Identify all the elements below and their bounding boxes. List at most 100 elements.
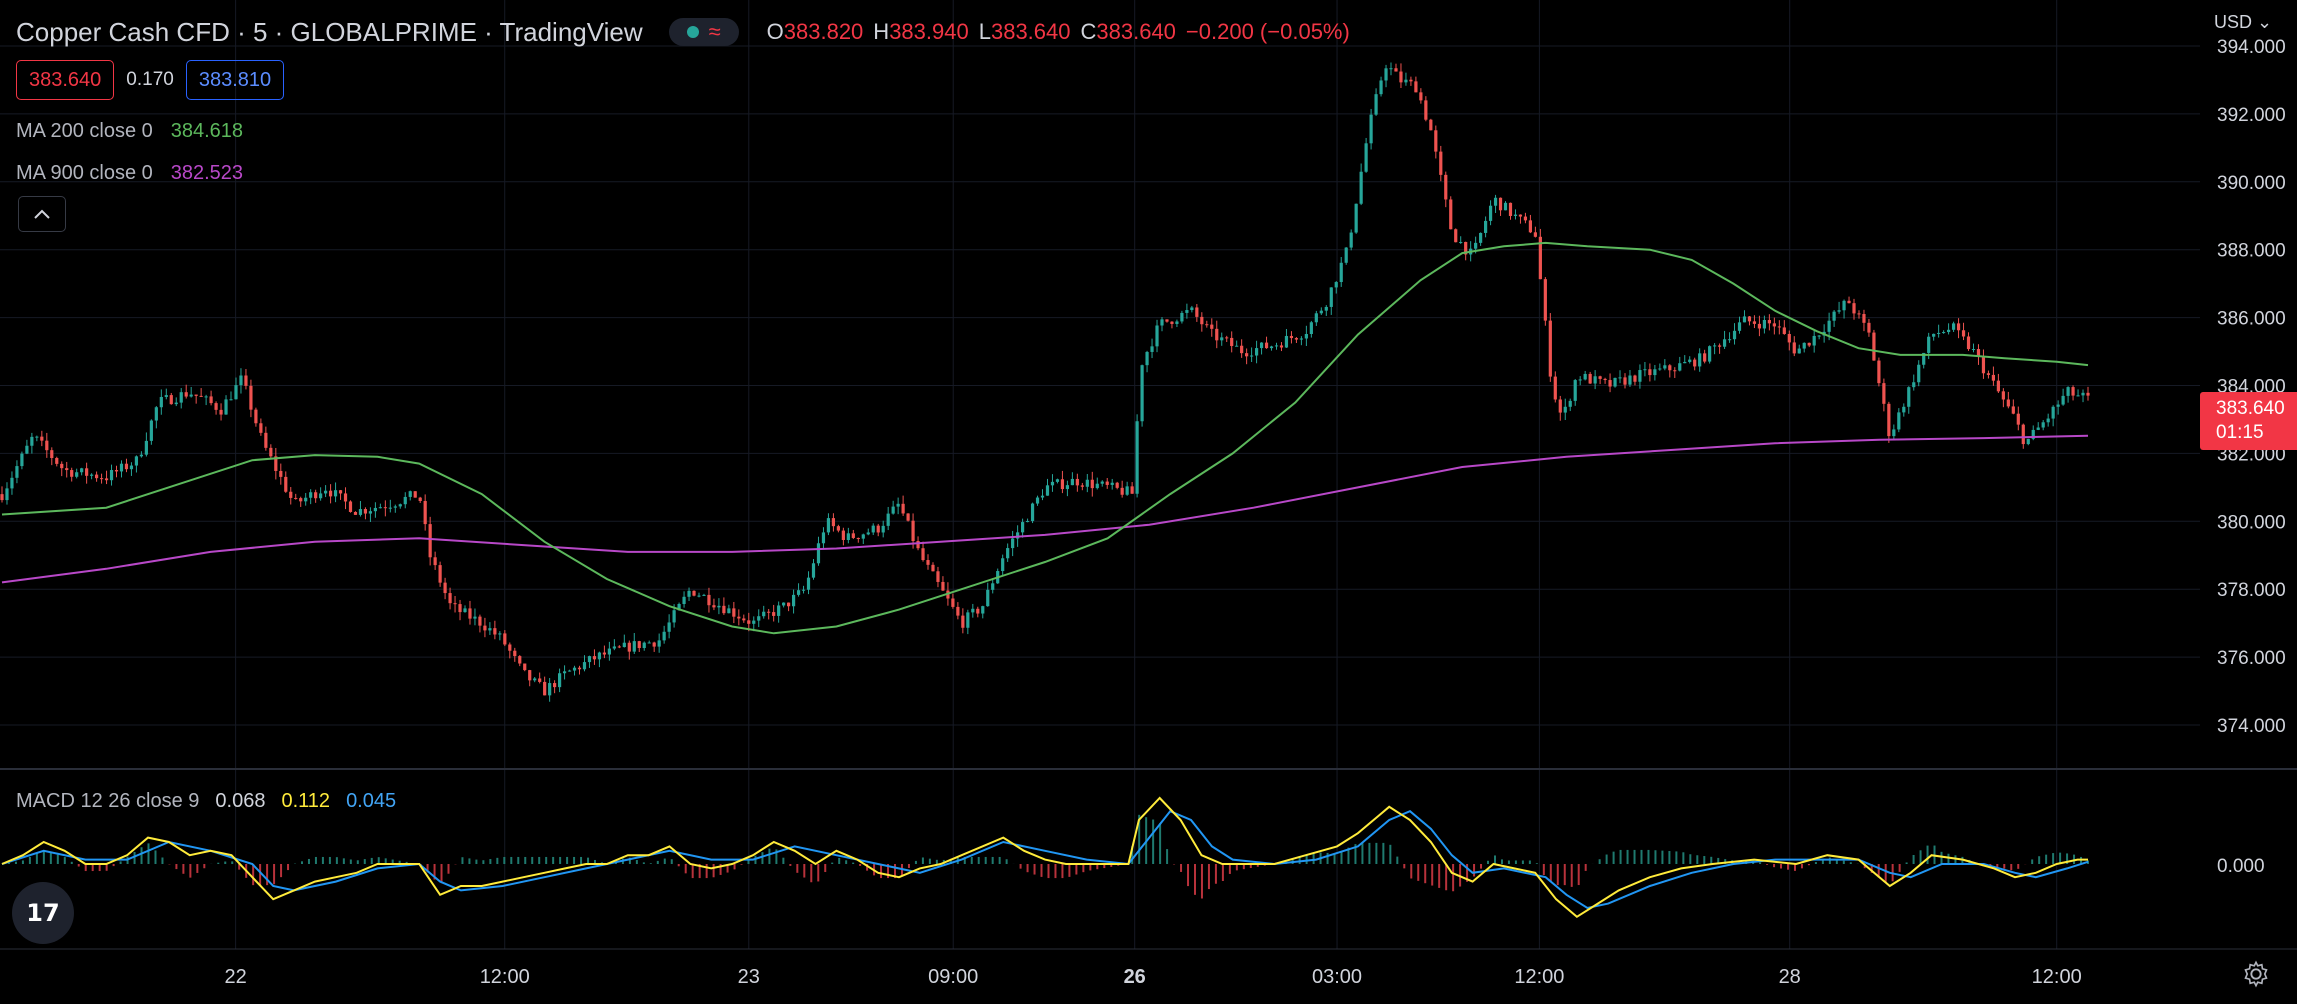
candle-body <box>184 392 188 397</box>
candle-body <box>1852 303 1856 314</box>
candle-body <box>1628 375 1632 385</box>
candle-body <box>174 402 178 405</box>
candle-body <box>10 477 14 489</box>
candle-body <box>2061 395 2065 405</box>
candle-body <box>777 605 781 616</box>
price-tick-label: 390.000 <box>2217 173 2286 194</box>
tradingview-logo-icon[interactable]: 17 <box>12 882 74 944</box>
candle-body <box>234 385 238 400</box>
candle-body <box>1379 80 1383 95</box>
candle-body <box>1737 322 1742 331</box>
candle-body <box>682 596 686 604</box>
market-status[interactable]: ≈ <box>668 18 739 46</box>
candle-body <box>1259 342 1264 349</box>
candle-body <box>1673 370 1677 372</box>
macd-legend[interactable]: MACD 12 26 close 9 0.068 0.112 0.045 <box>16 786 396 816</box>
candle-body <box>508 644 512 651</box>
candle-body <box>129 465 134 470</box>
candle-body <box>498 633 502 635</box>
gear-icon[interactable] <box>2242 960 2270 988</box>
currency-selector[interactable]: USD ⌄ <box>2214 12 2272 33</box>
candle-body <box>1966 336 1971 350</box>
price-candles <box>0 62 2090 702</box>
buy-button[interactable]: 383.810 <box>185 60 285 100</box>
candle-body <box>104 478 109 481</box>
candle-body <box>1558 399 1562 413</box>
ma200-legend[interactable]: MA 200 close 0 384.618 <box>16 116 243 146</box>
candle-body <box>438 565 442 583</box>
candle-body <box>373 507 377 512</box>
high-label: H <box>873 19 890 44</box>
candle-body <box>1215 328 1219 341</box>
candle-body <box>1020 522 1025 533</box>
candle-body <box>533 678 537 681</box>
candle-body <box>836 526 840 531</box>
candle-body <box>1016 532 1020 539</box>
market-open-dot-icon <box>686 26 699 38</box>
candle-body <box>548 683 552 696</box>
candle-body <box>632 641 636 652</box>
candle-body <box>1195 307 1199 317</box>
candle-body <box>403 496 407 505</box>
candle-body <box>503 633 507 645</box>
candle-body <box>1235 345 1239 347</box>
candle-body <box>189 394 193 397</box>
candle-body <box>1090 479 1094 489</box>
candle-body <box>1792 342 1796 354</box>
candle-body <box>60 463 64 469</box>
candle-body <box>1887 403 1891 437</box>
time-tick-label: 03:00 <box>1312 966 1362 988</box>
candle-body <box>309 492 313 498</box>
price-axis[interactable]: 394.000392.000390.000388.000386.000384.0… <box>2217 37 2286 737</box>
candle-body <box>1862 314 1866 323</box>
candle-body <box>209 396 213 404</box>
macd-line <box>1 796 2088 919</box>
ma200-line <box>1 241 2089 635</box>
candle-body <box>1538 236 1542 280</box>
candle-body <box>204 396 208 398</box>
candle-body <box>463 608 467 613</box>
time-axis[interactable]: 22 12:00 23 09:00 26 03:00 12:00 28 12:00 <box>225 966 2082 988</box>
candle-body <box>1897 412 1901 430</box>
candle-body <box>1693 359 1697 367</box>
candle-body <box>1040 495 1045 498</box>
collapse-legend-button[interactable] <box>18 196 66 232</box>
candle-body <box>1877 360 1881 384</box>
candle-body <box>1110 482 1114 485</box>
candle-body <box>538 678 542 682</box>
candle-body <box>1025 521 1030 523</box>
sell-button[interactable]: 383.640 <box>16 60 115 100</box>
candle-body <box>1130 486 1134 494</box>
candle-body <box>478 616 482 626</box>
ma900-legend[interactable]: MA 900 close 0 382.523 <box>16 158 243 188</box>
candle-body <box>652 642 656 647</box>
candle-body <box>1922 352 1926 365</box>
candle-body <box>5 488 9 501</box>
candle-body <box>1055 479 1060 482</box>
candle-body <box>1245 353 1249 357</box>
bar-countdown: 01:15 <box>2216 422 2264 443</box>
candle-body <box>219 409 223 415</box>
candle-body <box>2031 429 2035 439</box>
macd-hist-value: 0.068 <box>215 789 266 812</box>
candle-body <box>229 399 233 401</box>
candle-body <box>1722 339 1727 347</box>
candle-body <box>553 683 557 688</box>
candle-body <box>528 670 532 681</box>
candle-body <box>25 445 29 454</box>
candle-body <box>1986 373 1991 375</box>
candle-body <box>1553 376 1557 400</box>
candle-body <box>328 490 333 497</box>
candle-body <box>931 564 935 572</box>
candle-body <box>1668 365 1672 371</box>
candle-body <box>473 616 477 619</box>
candle-body <box>1474 242 1478 249</box>
candle-body <box>1045 485 1050 496</box>
candle-body <box>956 606 960 616</box>
candle-body <box>1359 171 1363 204</box>
candle-body <box>1264 342 1269 349</box>
candle-body <box>577 667 582 670</box>
candle-body <box>971 608 975 613</box>
symbol-title[interactable]: Copper Cash CFD · 5 · GLOBALPRIME · Trad… <box>16 16 643 47</box>
